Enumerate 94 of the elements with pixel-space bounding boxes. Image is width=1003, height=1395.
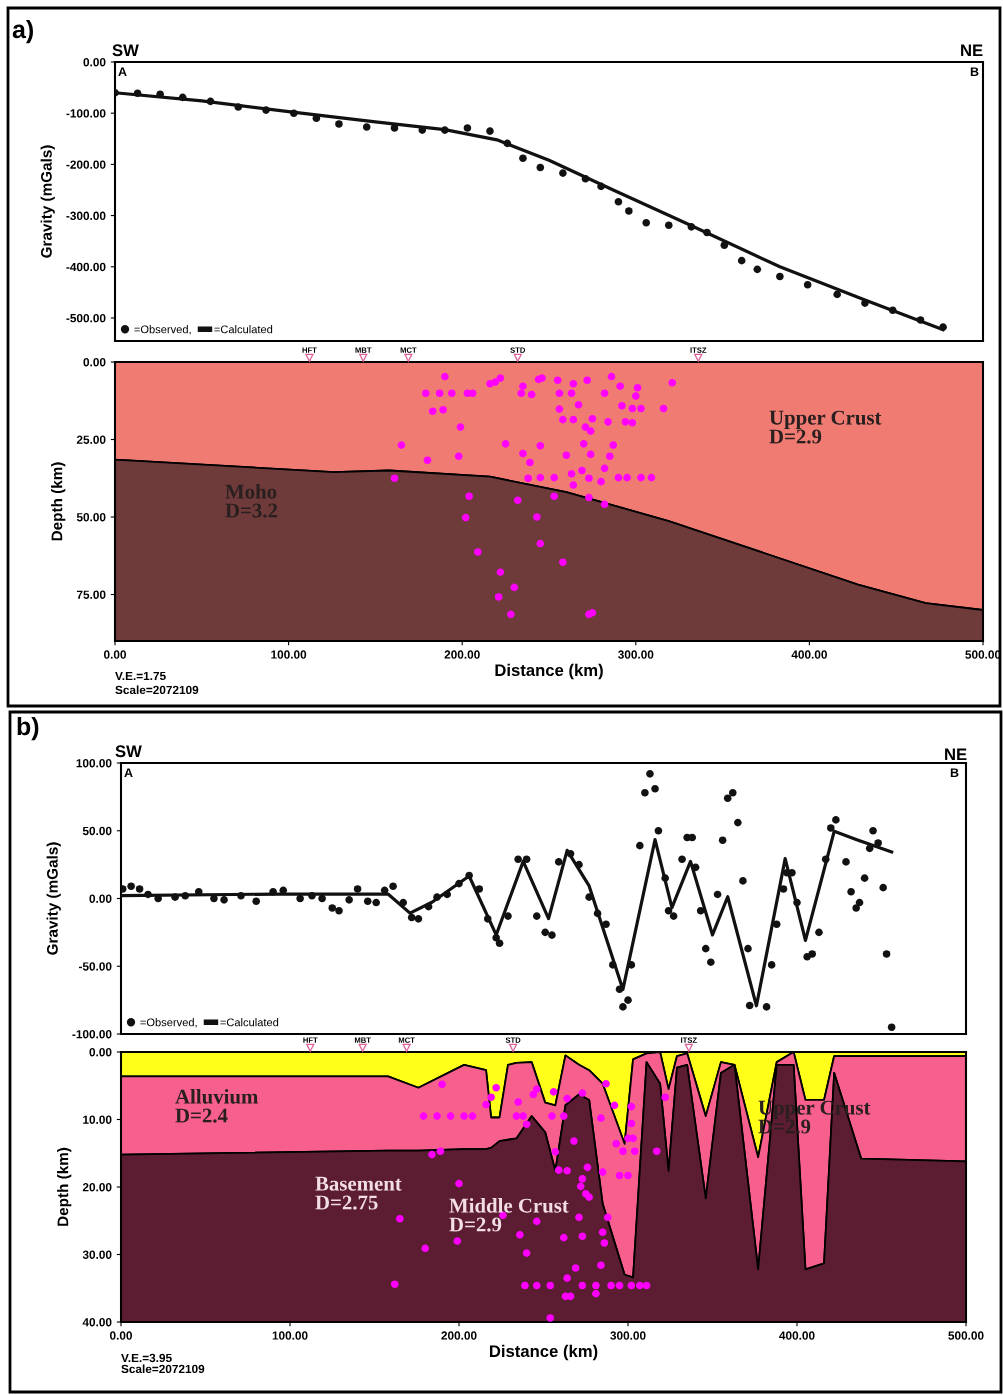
x-tick-label: 400.00 <box>791 650 827 659</box>
point <box>335 120 343 128</box>
x-tick-label: 400.00 <box>779 1331 815 1340</box>
point <box>463 124 472 132</box>
point <box>441 126 449 134</box>
y-tick-label: 25.00 <box>76 435 106 444</box>
x-tick-label: 500.00 <box>948 1331 984 1340</box>
point <box>519 154 527 163</box>
y-axis-title: Depth (km) <box>51 462 66 541</box>
y-tick-label: 30.00 <box>82 1250 112 1259</box>
point <box>703 228 711 237</box>
x-axis-title: Distance (km) <box>495 663 603 680</box>
point <box>737 256 746 265</box>
y-tick-label: 50.00 <box>76 513 106 522</box>
point <box>687 223 696 231</box>
y-tick-label: -50.00 <box>78 962 112 971</box>
text: b) <box>17 716 39 741</box>
y-tick-label: 0.00 <box>83 358 106 367</box>
point <box>390 124 399 132</box>
legend-label: =Calculated <box>214 325 273 334</box>
text: Scale=2072109 <box>115 685 199 695</box>
annotation: A <box>124 768 133 777</box>
point <box>206 97 215 106</box>
y-tick-label: 50.00 <box>82 826 112 836</box>
annotation: Upper Crust D=2.9 <box>769 410 882 444</box>
x-tick-label: 200.00 <box>441 1331 477 1340</box>
point <box>916 316 925 324</box>
x-tick-label: 100.00 <box>272 1331 308 1340</box>
point <box>888 306 897 315</box>
point <box>803 280 812 289</box>
point <box>133 89 142 98</box>
x-tick-label: 300.00 <box>610 1331 646 1340</box>
text: V.E.=1.75 <box>115 671 166 681</box>
y-tick-label: -300.00 <box>66 211 106 220</box>
point <box>290 109 298 117</box>
text: SW <box>112 44 139 57</box>
y-tick-label: -100.00 <box>66 109 106 118</box>
point <box>642 218 651 227</box>
point <box>720 241 729 250</box>
x-tick-label: 0.00 <box>103 650 127 659</box>
annotation: Moho D=3.2 <box>225 484 278 518</box>
x-tick-label: 0.00 <box>109 1331 133 1340</box>
y-tick-label: 75.00 <box>76 590 106 599</box>
text: SW <box>115 745 142 758</box>
y-tick-label: 0.00 <box>89 1048 112 1057</box>
y-tick-label: -100.00 <box>72 1030 112 1039</box>
point <box>362 123 371 131</box>
annotation: Alluvium D=2.4 <box>175 1089 258 1123</box>
point <box>178 93 187 102</box>
point <box>503 139 512 148</box>
y-axis-title: Depth (km) <box>57 1147 72 1226</box>
point <box>833 290 841 299</box>
text: NE <box>945 748 967 760</box>
point <box>614 197 623 206</box>
point <box>536 163 545 172</box>
annotation: B <box>950 768 959 777</box>
point <box>939 323 947 331</box>
y-tick-label: 20.00 <box>82 1183 112 1192</box>
text: V.E.=3.95 <box>121 1353 172 1363</box>
point <box>625 207 633 215</box>
annotation: Middle Crust D=2.9 <box>449 1198 569 1232</box>
x-axis-title: Distance (km) <box>489 1344 598 1361</box>
annotation: B <box>970 67 979 76</box>
text: NE <box>961 44 983 56</box>
y-tick-label: -500.00 <box>66 314 106 323</box>
point <box>597 182 605 191</box>
point <box>861 299 869 307</box>
y-tick-label: 40.00 <box>82 1318 112 1327</box>
text: a) <box>12 19 33 44</box>
y-tick-label: 0.00 <box>83 58 106 67</box>
y-tick-label: 10.00 <box>83 1115 112 1124</box>
x-tick-label: 200.00 <box>444 650 480 659</box>
text: Scale=2072109 <box>121 1364 205 1374</box>
x-tick-label: 100.00 <box>271 650 307 659</box>
point <box>262 106 270 114</box>
annotation: A <box>118 67 127 76</box>
y-tick-label: -400.00 <box>66 262 106 272</box>
point <box>581 174 590 183</box>
point <box>234 103 243 111</box>
y-tick-label: 0.00 <box>89 894 112 903</box>
point <box>664 221 673 230</box>
point <box>753 265 762 274</box>
y-tick-label: 100.00 <box>76 759 112 768</box>
y-axis-title: Gravity (mGals) <box>46 842 61 955</box>
x-tick-label: 300.00 <box>618 650 654 659</box>
legend-label: =Observed, <box>134 325 191 335</box>
point <box>559 169 567 177</box>
legend-label: =Calculated <box>220 1018 279 1027</box>
y-axis-title: Gravity (mGals) <box>40 145 55 258</box>
y-tick-label: -200.00 <box>66 160 106 169</box>
legend-label: =Observed, <box>140 1018 197 1028</box>
point <box>486 127 494 135</box>
annotation: Basement D=2.75 <box>315 1176 402 1210</box>
point <box>776 272 784 281</box>
